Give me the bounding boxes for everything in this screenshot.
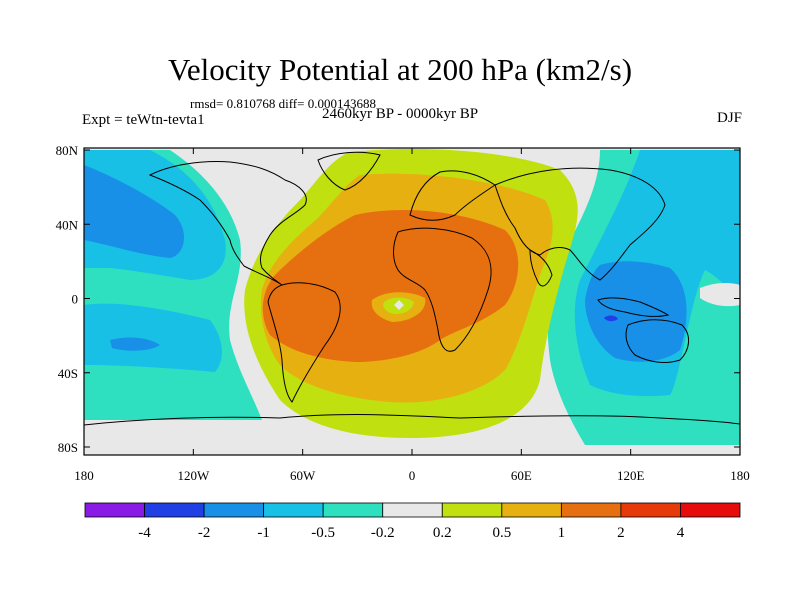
west-pacific-negative-strong: [84, 165, 185, 258]
x-tick-label: 0: [409, 468, 416, 483]
west-pacific-negative-mid-south: [84, 303, 222, 372]
colorbar-label: -0.5: [311, 525, 335, 541]
colorbar-swatch: [322, 502, 384, 518]
coast-australia: [625, 319, 689, 363]
experiment-label: Expt = teWtn-tevta1: [82, 112, 205, 128]
colorbar: -4 -2 -1 -0.5 -0.2 0.2 0.5 1 2 4: [84, 502, 741, 541]
period-label: 2460kyr BP - 0000kyr BP: [322, 106, 479, 122]
east-negative-max: [604, 315, 618, 322]
east-negative-strong: [585, 261, 687, 362]
x-tick-label: 60E: [511, 468, 532, 483]
colorbar-swatch: [263, 502, 324, 518]
contour-field: [84, 148, 740, 455]
east-neutral-patch: [700, 283, 740, 307]
season-label: DJF: [716, 110, 742, 126]
x-tick-label: 120E: [617, 468, 645, 483]
y-tick-label: 80N: [56, 143, 79, 158]
stats-label: rmsd= 0.810768 diff= 0.000143688: [190, 96, 376, 111]
coast-africa: [393, 227, 492, 352]
colorbar-label: -2: [198, 525, 211, 541]
x-tick-label: 180: [74, 468, 94, 483]
coast-greenland: [317, 151, 381, 191]
positive-center-neutral: [394, 300, 404, 310]
coastlines: [84, 151, 740, 426]
colorbar-label: 2: [617, 525, 625, 541]
positive-strong: [262, 210, 519, 362]
y-axis: 80N 40N 0 40S 80S: [56, 143, 740, 455]
colorbar-swatch: [680, 502, 741, 518]
colorbar-label: 1: [558, 525, 566, 541]
colorbar-label: -0.2: [371, 525, 395, 541]
x-tick-label: 180: [730, 468, 750, 483]
coast-india: [529, 249, 553, 287]
y-tick-label: 40S: [58, 366, 78, 381]
colorbar-swatch: [144, 502, 205, 518]
colorbar-swatch: [84, 502, 145, 518]
coast-asia: [494, 167, 666, 281]
coast-indonesia: [597, 297, 670, 317]
coast-antarctica: [84, 414, 740, 426]
coast-south-america: [267, 282, 341, 403]
west-pacific-negative-strong-south: [110, 337, 160, 351]
colorbar-swatch: [501, 502, 562, 518]
x-tick-label: 120W: [177, 468, 210, 483]
colorbar-swatch: [203, 502, 265, 518]
y-tick-label: 0: [72, 292, 79, 307]
colorbar-swatch: [441, 502, 503, 518]
colorbar-label: 4: [677, 525, 685, 541]
colorbar-swatch: [382, 502, 443, 518]
x-tick-label: 60W: [290, 468, 316, 483]
y-tick-label: 40N: [56, 217, 79, 232]
page-title: Velocity Potential at 200 hPa (km2/s): [167, 52, 633, 87]
coast-north-america: [148, 161, 307, 286]
colorbar-label: 0.2: [433, 525, 452, 541]
colorbar-label: -4: [138, 525, 151, 541]
y-tick-label: 80S: [58, 440, 78, 455]
colorbar-label: -1: [257, 525, 270, 541]
colorbar-swatch: [560, 502, 622, 518]
colorbar-label: 0.5: [492, 525, 511, 541]
colorbar-swatch: [620, 502, 681, 518]
x-axis: 180 120W 60W 0 60E 120E 180: [74, 148, 750, 483]
